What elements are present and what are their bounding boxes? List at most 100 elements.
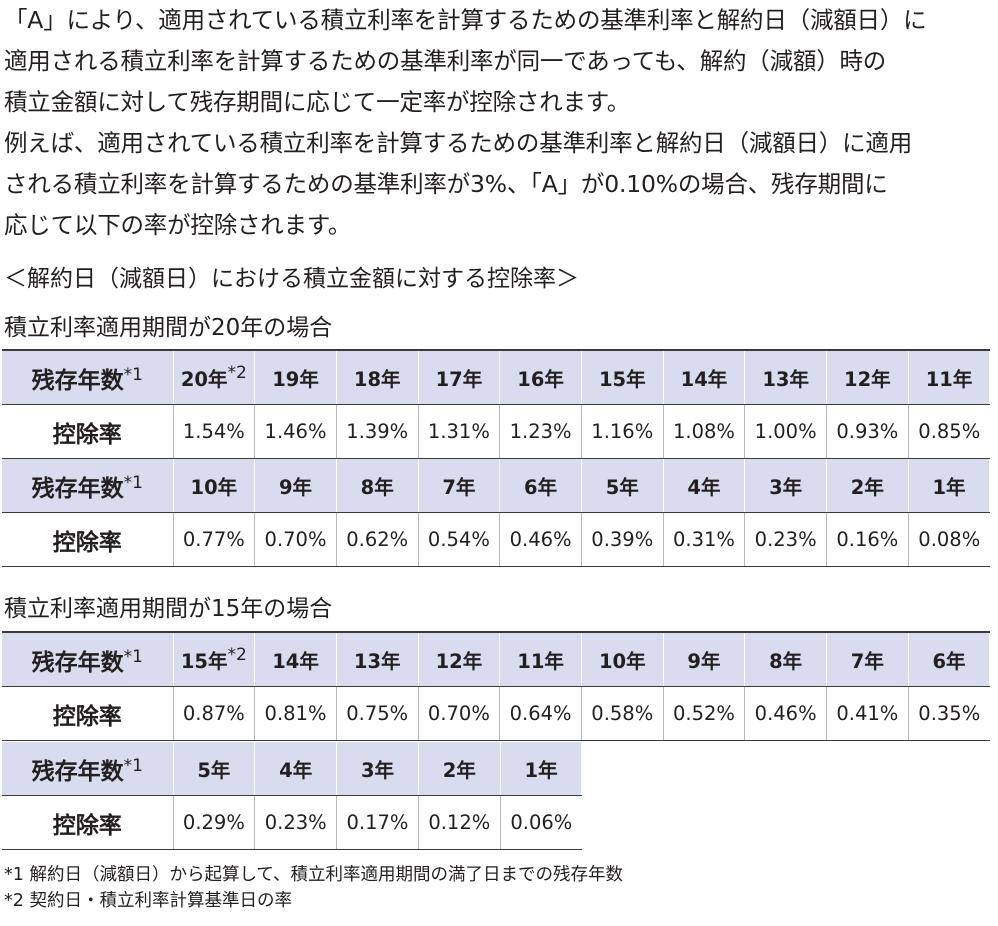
rate-cell: 0.46% [744, 686, 827, 741]
year-cell: 12年 [418, 631, 501, 687]
rate-cell: 0.70% [418, 686, 501, 741]
rate-label-cell: 控除率 [2, 404, 174, 459]
year-cell: 8年 [744, 631, 827, 687]
year-cell: 15年*2 [173, 631, 256, 687]
table-row: 残存年数*1 5年 4年 3年 2年 1年 [2, 742, 583, 796]
year-cell: 11年 [499, 631, 582, 687]
rate-cell: 1.54% [173, 404, 256, 459]
year-cell: 8年 [336, 458, 419, 513]
rate-cell: 1.31% [418, 404, 501, 459]
footnote-mark: *1 [123, 755, 143, 776]
year-cell: 2年 [826, 458, 909, 513]
rate-cell: 0.81% [254, 686, 337, 741]
rate-cell: 0.12% [418, 795, 501, 850]
rate-cell: 0.85% [908, 404, 990, 459]
year-cell: 2年 [418, 742, 501, 796]
footnote-mark: *2 [227, 645, 247, 665]
rate-cell: 0.87% [173, 686, 256, 741]
table-row: 控除率 0.87% 0.81% 0.75% 0.70% 0.64% 0.58% … [2, 686, 990, 741]
year-cell: 5年 [173, 742, 256, 796]
rate-cell: 0.77% [173, 512, 256, 567]
header-label: 残存年数 [31, 649, 124, 676]
table-row: 控除率 1.54% 1.46% 1.39% 1.31% 1.23% 1.16% … [2, 404, 990, 459]
header-label: 残存年数 [31, 758, 124, 785]
year-cell: 6年 [499, 458, 582, 513]
footnotes: *1 解約日（減額日）から起算して、積立利率適用期間の満了日までの残存年数 *2… [4, 862, 623, 914]
rate-cell: 1.39% [336, 404, 419, 459]
rate-cell: 0.29% [173, 795, 256, 850]
table-row: 残存年数*1 10年 9年 8年 7年 6年 5年 4年 3年 2年 1年 [2, 458, 991, 513]
rate-cell: 0.70% [254, 512, 337, 567]
year-cell: 9年 [254, 458, 337, 513]
intro-line: 積立金額に対して残存期間に応じて一定率が控除されます。 [4, 88, 631, 116]
rate-cell: 0.41% [826, 686, 909, 741]
deduction-rate-table-15y-b: 残存年数*1 5年 4年 3年 2年 1年 控除率 0.29% 0.23% 0.… [2, 742, 583, 850]
rate-cell: 0.62% [336, 512, 419, 567]
year-cell: 18年 [336, 349, 419, 405]
header-label-cell: 残存年数*1 [2, 349, 174, 405]
header-label-cell: 残存年数*1 [2, 742, 174, 796]
table-row: 控除率 0.29% 0.23% 0.17% 0.12% 0.06% [2, 795, 582, 850]
year-cell: 10年 [581, 631, 664, 687]
rate-cell: 0.52% [663, 686, 746, 741]
rate-cell: 0.16% [826, 512, 909, 567]
year-cell: 19年 [254, 349, 337, 405]
rate-cell: 0.93% [826, 404, 909, 459]
table-subtitle: ＜解約日（減額日）における積立金額に対する控除率＞ [4, 266, 579, 292]
rate-cell: 0.58% [581, 686, 664, 741]
rate-cell: 1.00% [744, 404, 827, 459]
year-value: 15年 [180, 650, 228, 673]
rate-cell: 0.23% [744, 512, 827, 567]
rate-cell: 0.39% [581, 512, 664, 567]
year-cell: 4年 [663, 458, 746, 513]
year-cell: 1年 [500, 742, 583, 796]
year-cell: 3年 [336, 742, 419, 796]
intro-line: 適用される積立利率を計算するための基準利率が同一であっても、解約（減額）時の [4, 47, 887, 75]
table-row: 控除率 0.77% 0.70% 0.62% 0.54% 0.46% 0.39% … [2, 512, 990, 567]
table-row: 残存年数*1 20年*2 19年 18年 17年 16年 15年 14年 13年… [2, 349, 991, 405]
header-label-cell: 残存年数*1 [2, 458, 174, 513]
rate-label-cell: 控除率 [2, 686, 174, 741]
rate-cell: 0.17% [336, 795, 419, 850]
year-cell: 7年 [826, 631, 909, 687]
rate-cell: 0.35% [908, 686, 990, 741]
year-cell: 12年 [826, 349, 909, 405]
year-value: 20年 [180, 368, 228, 391]
year-cell: 6年 [908, 631, 991, 687]
intro-line: 「A」により、適用されている積立利率を計算するための基準利率と解約日（減額日）に [4, 6, 927, 34]
deduction-rate-table-20y: 残存年数*1 20年*2 19年 18年 17年 16年 15年 14年 13年… [2, 349, 991, 567]
rate-cell: 0.31% [663, 512, 746, 567]
year-cell: 20年*2 [173, 349, 256, 405]
year-cell: 15年 [581, 349, 664, 405]
year-cell: 13年 [744, 349, 827, 405]
table-row: 残存年数*1 15年*2 14年 13年 12年 11年 10年 9年 8年 7… [2, 631, 991, 687]
header-label: 残存年数 [31, 367, 124, 394]
rate-cell: 0.46% [499, 512, 582, 567]
rate-cell: 0.06% [500, 795, 582, 850]
year-cell: 5年 [581, 458, 664, 513]
year-cell: 13年 [336, 631, 419, 687]
rate-cell: 1.46% [254, 404, 337, 459]
year-cell: 14年 [254, 631, 337, 687]
rate-cell: 1.08% [663, 404, 746, 459]
year-cell: 7年 [418, 458, 501, 513]
rate-cell: 1.16% [581, 404, 664, 459]
rate-cell: 0.08% [908, 512, 990, 567]
rate-label-cell: 控除率 [2, 512, 174, 567]
footnote-mark: *2 [227, 363, 247, 383]
footnote-mark: *1 [123, 472, 143, 493]
footnote-2: *2 契約日・積立利率計算基準日の率 [4, 891, 292, 911]
rate-cell: 0.23% [254, 795, 338, 850]
footnote-mark: *1 [123, 364, 143, 385]
intro-line: 応じて以下の率が控除されます。 [4, 211, 352, 239]
table1-heading: 積立利率適用期間が20年の場合 [4, 315, 333, 341]
intro-line: 例えば、適用されている積立利率を計算するための基準利率と解約日（減額日）に適用 [4, 129, 912, 157]
year-cell: 14年 [663, 349, 746, 405]
rate-cell: 1.23% [499, 404, 582, 459]
table2-heading: 積立利率適用期間が15年の場合 [4, 596, 333, 622]
rate-cell: 0.64% [499, 686, 582, 741]
year-cell: 3年 [744, 458, 827, 513]
footnote-1: *1 解約日（減額日）から起算して、積立利率適用期間の満了日までの残存年数 [4, 865, 624, 885]
year-cell: 17年 [418, 349, 501, 405]
header-label: 残存年数 [31, 475, 124, 502]
